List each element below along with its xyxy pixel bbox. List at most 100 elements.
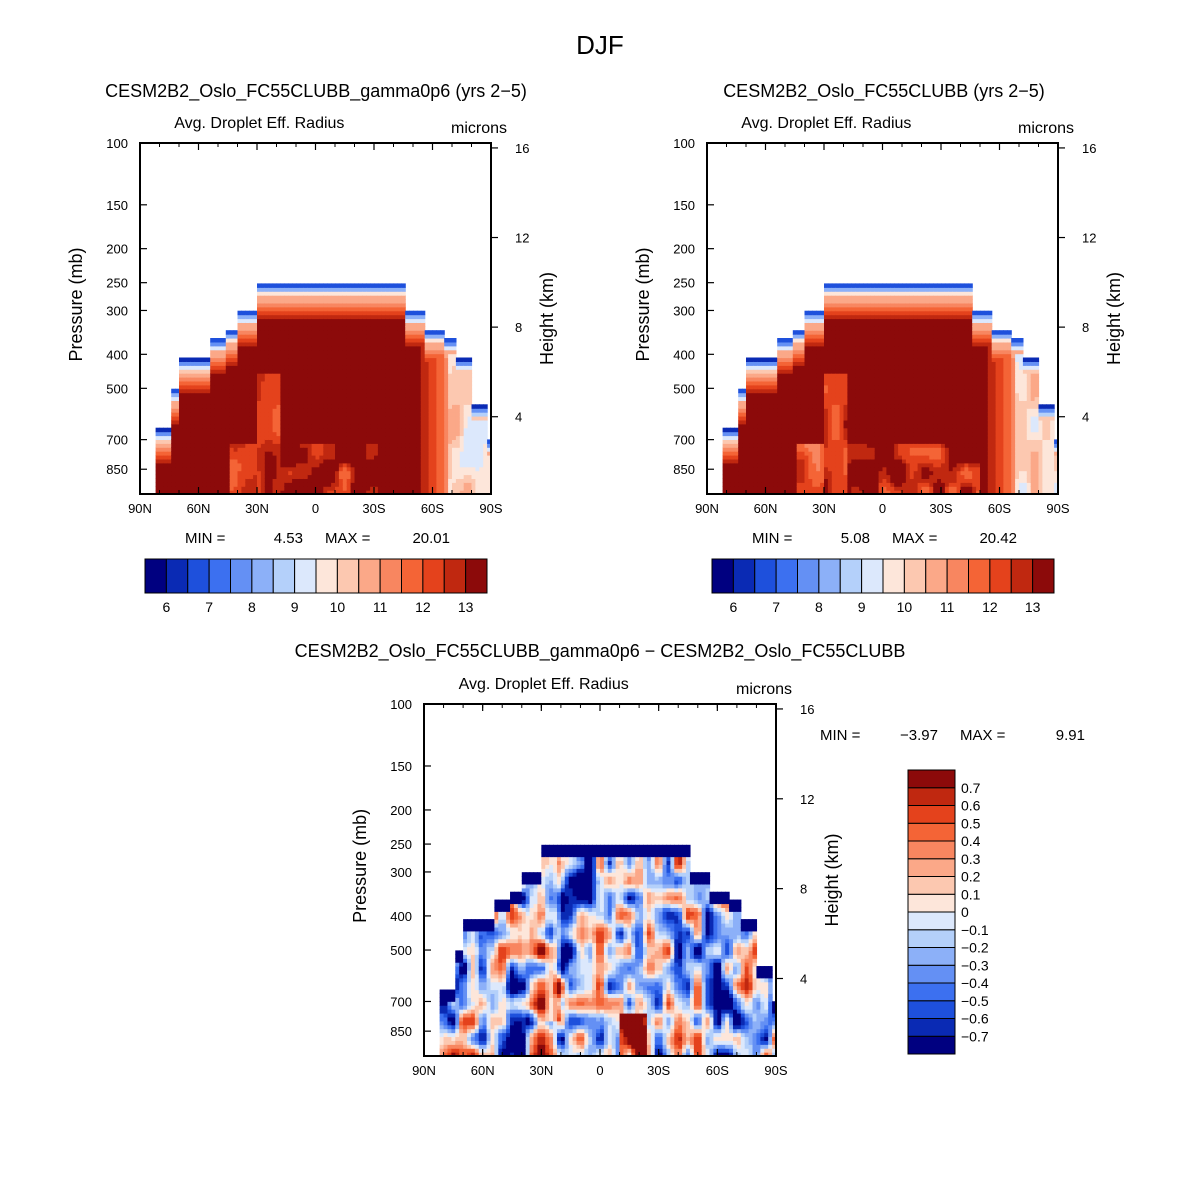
field-cell [765,388,770,394]
field-cell [190,427,196,433]
field-cell [202,478,207,483]
field-cell [381,451,387,456]
field-cell [824,396,829,401]
field-cell [268,353,274,359]
field-cell [377,373,383,378]
field-cell [413,396,418,401]
field-cell [284,306,289,312]
field-cell [467,384,473,390]
field-cell [769,439,774,444]
field-cell [827,302,833,308]
field-cell [796,451,802,456]
field-cell [816,412,821,417]
field-cell [268,287,274,292]
field-cell [377,466,383,472]
field-cell [812,412,817,417]
field-cell [276,482,281,487]
field-cell [738,478,743,483]
field-cell [335,439,340,444]
field-cell [315,443,320,448]
field-cell [272,451,278,456]
field-cell [358,458,363,464]
field-cell [218,338,223,343]
field-cell [730,490,735,495]
field-cell [761,466,767,472]
field-cell [401,330,406,335]
field-cell [389,396,395,401]
field-cell [471,482,476,487]
field-cell [296,287,301,292]
field-cell [796,349,802,355]
field-cell [311,295,317,300]
field-cell [424,396,430,401]
field-cell [292,310,297,316]
field-cell [471,419,476,425]
field-cell [296,384,301,390]
field-cell [186,451,192,456]
field-cell [260,439,266,444]
field-cell [163,486,168,491]
field-cell [808,392,813,398]
field-cell [335,412,340,417]
field-cell [389,369,395,374]
field-cell [272,373,278,378]
field-cell [761,439,767,444]
field-cell [179,439,184,444]
field-cell [808,451,813,456]
field-cell [186,462,192,468]
field-cell [253,318,258,323]
field-cell [366,392,371,398]
field-cell [471,443,476,448]
field-cell [420,310,426,316]
field-cell [831,302,837,308]
colorbar-tick-label: 10 [330,599,346,615]
field-cell [198,400,203,405]
field-cell [335,361,340,366]
field-cell [155,431,161,437]
field-cell [225,361,231,366]
field-cell [812,318,817,323]
field-cell [221,400,227,405]
field-cell [260,431,266,437]
field-cell [182,478,188,483]
field-cell [385,466,391,472]
panel-subtitle: Avg. Droplet Eff. Radius [174,115,344,132]
field-cell [311,443,317,448]
field-cell [389,431,395,437]
field-cell [374,427,379,433]
field-cell [335,478,340,483]
field-cell [366,361,371,366]
field-cell [831,486,837,491]
field-cell [206,466,211,472]
field-cell [288,299,293,304]
field-cell [816,353,821,359]
field-cell [249,338,254,343]
field-cell [381,486,387,491]
field-cell [804,404,809,409]
field-cell [354,357,359,362]
field-cell [163,458,168,464]
field-cell [237,334,242,339]
field-cell [459,365,465,370]
field-cell [327,392,332,398]
field-cell [761,373,767,378]
field-cell [175,396,180,401]
field-cell [303,361,309,366]
field-cell [366,349,371,355]
field-cell [824,455,829,460]
field-cell [280,400,285,405]
field-cell [323,462,328,468]
field-cell [190,380,196,386]
field-cell [276,466,281,472]
field-cell [804,326,809,331]
field-cell [315,486,320,491]
field-cell [362,377,367,382]
field-cell [738,466,743,472]
field-cell [440,451,445,456]
field-cell [260,299,266,304]
field-cell [788,373,794,378]
field-cell [194,357,200,362]
field-cell [804,353,809,359]
field-cell [257,470,262,476]
field-cell [292,341,297,347]
